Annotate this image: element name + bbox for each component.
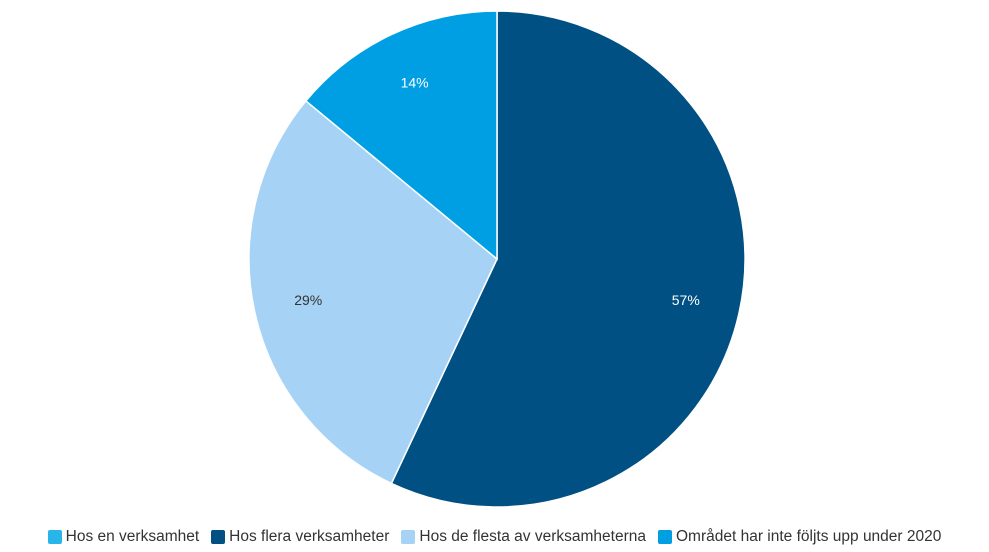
slice-value-label-2: 57% [672,292,700,308]
legend-label: Hos de flesta av verksamheterna [419,528,646,545]
legend-item-2: Hos flera verksamheter [211,528,389,546]
legend-swatch [657,530,672,544]
legend: Hos en verksamhet Hos flera verksamheter H… [0,527,989,547]
legend-swatch [47,530,62,544]
legend-item-3: Hos de flesta av verksamheterna [401,528,646,546]
legend-swatch [401,530,416,544]
pie-slice-4 [304,10,498,261]
pie-plot-area: 57% 29% 14% [248,10,746,508]
legend-item-4: Området har inte följts upp under 2020 [657,528,942,546]
pie-slice-3 [248,99,498,485]
legend-swatch [211,530,226,544]
legend-label: Området har inte följts upp under 2020 [675,528,942,545]
legend-item-1: Hos en verksamhet [47,528,200,546]
legend-label: Hos flera verksamheter [229,528,390,545]
pie-slice-2 [390,10,746,508]
slice-value-label-4: 14% [401,75,429,91]
slice-value-label-3: 29% [294,292,322,308]
legend-label: Hos en verksamhet [65,528,200,545]
